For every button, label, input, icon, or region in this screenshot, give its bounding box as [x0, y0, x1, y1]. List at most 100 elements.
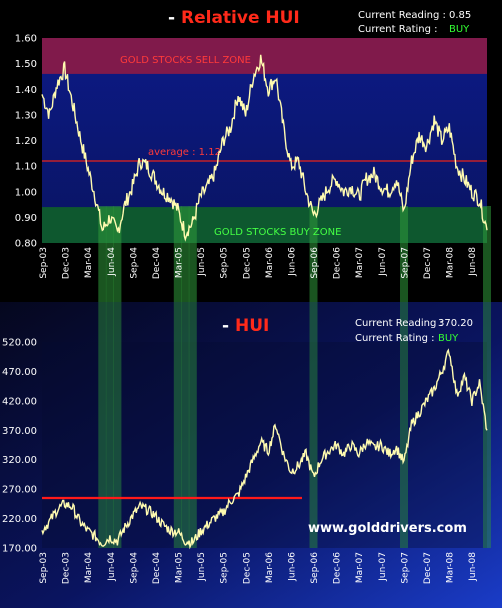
x-tick-label: Mar-05 [175, 247, 185, 278]
watermark: www.golddrivers.com [308, 521, 467, 536]
buy-signal-marker [98, 302, 107, 548]
y-tick-label: 170.00 [2, 544, 37, 555]
buy-signal-marker [173, 302, 182, 548]
y-tick-label: 1.30 [15, 110, 37, 121]
y-tick-label: 1.20 [15, 136, 37, 147]
y-tick-label: 520.00 [2, 338, 37, 349]
x-tick-label: Sep-03 [39, 552, 49, 584]
current-rating-label-bottom: Current Rating : [355, 333, 435, 344]
y-tick-label: 0.90 [15, 213, 37, 224]
current-reading-value-bottom: 370.20 [438, 318, 473, 329]
x-tick-label: Dec-03 [62, 552, 72, 584]
current-reading-label-bottom: Current Reading : [355, 318, 443, 329]
x-tick-label: Sep-07 [400, 552, 410, 584]
buy-signal-marker [483, 206, 491, 306]
x-tick-label: Sep-06 [310, 552, 320, 584]
relative-hui-series-line [41, 54, 488, 242]
buy-signal-markers-top [98, 206, 491, 306]
x-tick-label: Dec-07 [423, 552, 433, 584]
buy-signal-marker [98, 206, 107, 306]
x-tick-label: Sep-06 [310, 247, 320, 279]
relative-hui-title-dash: - [168, 8, 175, 28]
x-tick-label: Mar-06 [265, 247, 275, 278]
buy-signal-marker [400, 206, 408, 306]
x-tick-label: Sep-03 [39, 247, 49, 279]
x-tick-label: Mar-07 [355, 247, 365, 278]
average-label: average : 1.12 [148, 147, 221, 158]
y-tick-label: 1.10 [15, 162, 37, 173]
x-tick-label: Mar-07 [355, 552, 365, 583]
current-rating-label-top: Current Rating : [358, 24, 438, 35]
current-reading-value-top: 0.85 [449, 10, 471, 21]
x-tick-label: Sep-04 [129, 247, 139, 279]
hui-y-axis: 520.00 470.00 420.00 370.00 320.00 270.00 220.… [2, 338, 37, 555]
x-tick-label: Mar-05 [175, 552, 185, 583]
x-tick-label: Jun-06 [288, 247, 298, 277]
buy-zone-label: GOLD STOCKS BUY ZONE [214, 227, 341, 238]
buy-signal-marker [188, 206, 197, 306]
x-tick-label: Sep-04 [129, 552, 139, 584]
x-tick-label: Dec-06 [333, 552, 343, 584]
relative-hui-y-axis: 1.60 1.50 1.40 1.30 1.20 1.10 1.00 0.90 0.80 [15, 34, 37, 250]
x-tick-label: Dec-04 [152, 247, 162, 279]
buy-signal-marker [173, 206, 182, 306]
hui-panel-background [0, 302, 502, 608]
buy-signal-marker [309, 206, 318, 306]
x-tick-label: Jun-07 [378, 552, 388, 582]
hui-title: HUI [235, 316, 269, 336]
buy-signal-markers-bottom [98, 302, 491, 548]
y-tick-label: 1.00 [15, 187, 37, 198]
x-tick-label: Jun-08 [468, 247, 478, 277]
y-tick-label: 1.60 [15, 34, 37, 45]
x-tick-label: Mar-08 [446, 247, 456, 278]
x-tick-label: Mar-04 [84, 247, 94, 278]
x-tick-label: Jun-05 [197, 552, 207, 582]
x-tick-label: Dec-07 [423, 247, 433, 279]
x-tick-label: Sep-05 [220, 552, 230, 584]
x-tick-label: Jun-04 [107, 247, 117, 277]
x-tick-label: Mar-04 [84, 552, 94, 583]
x-tick-label: Dec-04 [152, 552, 162, 584]
x-tick-label: Dec-06 [333, 247, 343, 279]
y-tick-label: 270.00 [2, 485, 37, 496]
current-rating-value-bottom: BUY [438, 333, 459, 344]
x-tick-label: Dec-03 [62, 247, 72, 279]
relative-hui-panel: GOLD STOCKS SELL ZONE GOLD STOCKS BUY ZO… [15, 8, 491, 306]
y-tick-label: 420.00 [2, 396, 37, 407]
buy-signal-marker [188, 302, 197, 548]
x-tick-label: Jun-08 [468, 552, 478, 582]
x-tick-label: Dec-05 [242, 247, 252, 279]
buy-signal-marker [181, 206, 190, 306]
hui-series-line [41, 348, 488, 550]
current-reading-label-top: Current Reading : [358, 10, 446, 21]
y-tick-label: 370.00 [2, 426, 37, 437]
buy-signal-marker [400, 302, 408, 548]
buy-signal-marker [181, 302, 190, 548]
x-tick-label: Jun-05 [197, 247, 207, 277]
y-tick-label: 470.00 [2, 367, 37, 378]
current-rating-value-top: BUY [449, 24, 470, 35]
y-tick-label: 1.50 [15, 59, 37, 70]
x-tick-label: Mar-06 [265, 552, 275, 583]
buy-signal-marker [105, 206, 114, 306]
buy-signal-marker [309, 302, 318, 548]
sell-zone-label: GOLD STOCKS SELL ZONE [120, 55, 251, 66]
x-tick-label: Mar-08 [446, 552, 456, 583]
hui-panel: 520.00 470.00 420.00 370.00 320.00 270.00 220.… [0, 302, 502, 608]
buy-signal-marker [113, 302, 122, 548]
relative-hui-title: Relative HUI [181, 8, 300, 28]
x-tick-label: Jun-06 [288, 552, 298, 582]
x-tick-label: Sep-05 [220, 247, 230, 279]
x-tick-label: Jun-04 [107, 552, 117, 582]
x-tick-label: Sep-07 [400, 247, 410, 279]
hui-title-dash: - [222, 316, 229, 336]
y-tick-label: 0.80 [15, 239, 37, 250]
x-tick-label: Dec-05 [242, 552, 252, 584]
y-tick-label: 220.00 [2, 514, 37, 525]
y-tick-label: 1.40 [15, 85, 37, 96]
relative-hui-x-axis: Sep-03 Dec-03 Mar-04 Jun-04 Sep-04 Dec-04 Mar-… [39, 247, 478, 279]
hui-x-axis: Sep-03 Dec-03 Mar-04 Jun-04 Sep-04 Dec-04 Mar-… [39, 552, 478, 584]
x-tick-label: Jun-07 [378, 247, 388, 277]
buy-signal-marker [483, 302, 491, 548]
